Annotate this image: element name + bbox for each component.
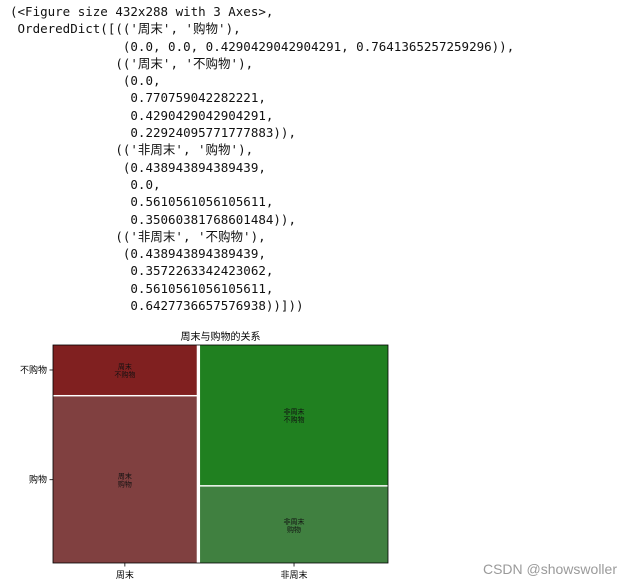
cell-label: 周末 xyxy=(118,472,132,481)
axes-frame xyxy=(52,344,389,564)
chart-title: 周末与购物的关系 xyxy=(181,330,261,343)
cell-label: 购物 xyxy=(118,480,132,489)
mosaic-cell xyxy=(200,345,388,486)
cell-label: 周末 xyxy=(118,362,132,371)
y-tick-label: 购物 xyxy=(29,474,47,486)
cell-label: 不购物 xyxy=(114,370,135,379)
cell-label: 非周末 xyxy=(284,517,305,526)
mosaic-cell xyxy=(53,396,197,563)
mosaic-cell xyxy=(200,486,388,563)
x-tick-label: 周末 xyxy=(116,569,134,581)
cell-label: 不购物 xyxy=(284,415,305,424)
y-tick-label: 不购物 xyxy=(20,364,47,376)
cell-label: 非周末 xyxy=(284,407,305,416)
cell-label: 购物 xyxy=(287,525,301,534)
watermark: CSDN @showswoller xyxy=(482,561,617,577)
mosaic-cell xyxy=(53,345,197,395)
cell-output-text: (<Figure size 432x288 with 3 Axes>, Orde… xyxy=(10,4,515,314)
x-tick-label: 非周末 xyxy=(281,569,308,581)
